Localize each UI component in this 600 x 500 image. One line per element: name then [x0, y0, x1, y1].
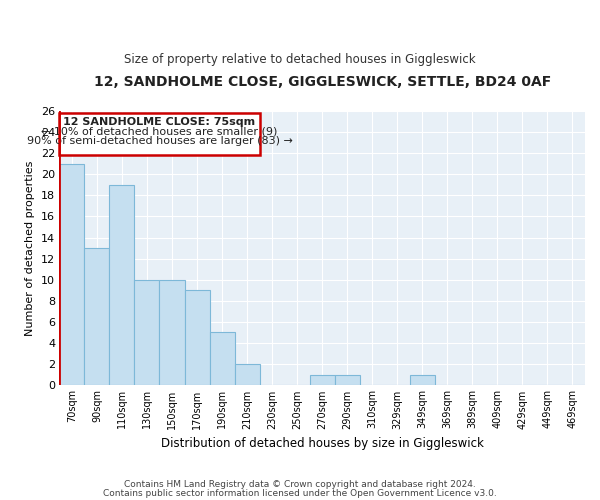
Text: 90% of semi-detached houses are larger (83) →: 90% of semi-detached houses are larger (… — [26, 136, 292, 146]
Bar — [160, 280, 185, 385]
Bar — [310, 374, 335, 385]
Bar — [59, 164, 85, 385]
Y-axis label: Number of detached properties: Number of detached properties — [25, 160, 35, 336]
Bar — [134, 280, 160, 385]
Bar — [109, 185, 134, 385]
Bar — [209, 332, 235, 385]
Text: Size of property relative to detached houses in Giggleswick: Size of property relative to detached ho… — [124, 52, 476, 66]
Text: ← 10% of detached houses are smaller (9): ← 10% of detached houses are smaller (9) — [41, 126, 278, 136]
Text: 12 SANDHOLME CLOSE: 75sqm: 12 SANDHOLME CLOSE: 75sqm — [64, 117, 256, 127]
X-axis label: Distribution of detached houses by size in Giggleswick: Distribution of detached houses by size … — [161, 437, 484, 450]
Bar — [59, 113, 260, 156]
Text: Contains HM Land Registry data © Crown copyright and database right 2024.: Contains HM Land Registry data © Crown c… — [124, 480, 476, 489]
Bar — [235, 364, 260, 385]
Title: 12, SANDHOLME CLOSE, GIGGLESWICK, SETTLE, BD24 0AF: 12, SANDHOLME CLOSE, GIGGLESWICK, SETTLE… — [94, 75, 551, 89]
Bar — [185, 290, 209, 385]
Bar — [85, 248, 109, 385]
Bar — [335, 374, 360, 385]
Bar — [410, 374, 435, 385]
Text: Contains public sector information licensed under the Open Government Licence v3: Contains public sector information licen… — [103, 490, 497, 498]
